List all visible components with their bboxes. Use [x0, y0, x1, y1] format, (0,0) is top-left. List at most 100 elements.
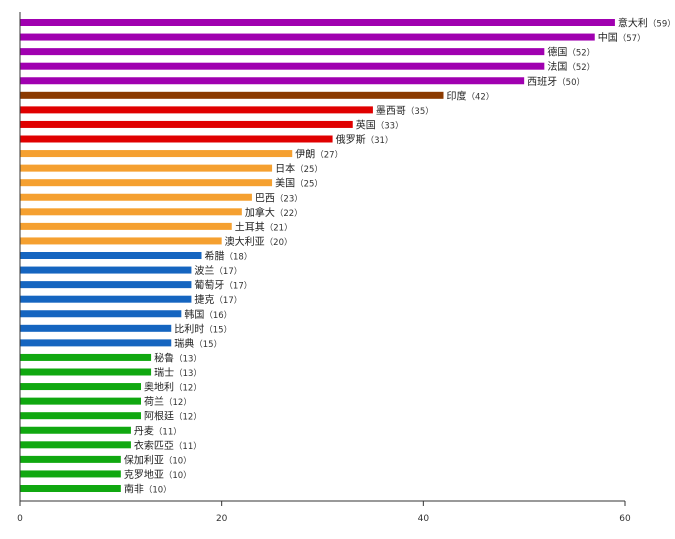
bar-name: 保加利亚 — [124, 453, 164, 466]
bar-label-13: 巴西（23） — [255, 192, 303, 204]
bar-name: 丹麦 — [134, 425, 154, 437]
bar-name: 秘鲁 — [154, 351, 174, 364]
bar-value: （31） — [366, 135, 394, 146]
bar-23 — [20, 339, 172, 347]
bar-value: （12） — [174, 412, 202, 423]
bar-label-19: 葡萄牙（17） — [194, 279, 252, 292]
bar-name: 奥地利 — [144, 381, 174, 394]
bar-1 — [20, 19, 615, 26]
labels-layer: 意大利（59）中国（57）德国（52）法国（52）西班牙（50）印度（42）墨西… — [124, 17, 675, 496]
bar-label-22: 比利时（15） — [174, 323, 232, 335]
bar-name: 阿根廷 — [144, 410, 174, 423]
bar-10 — [20, 150, 293, 158]
bar-2 — [20, 33, 595, 41]
bar-26 — [20, 383, 141, 391]
bar-label-7: 墨西哥（35） — [376, 105, 434, 117]
bar-label-28: 阿根廷（12） — [144, 410, 202, 423]
bar-33 — [20, 485, 121, 492]
bar-14 — [20, 208, 242, 216]
bar-label-26: 奥地利（12） — [144, 381, 202, 394]
bar-name: 加拿大 — [245, 206, 275, 219]
bar-name: 比利时 — [174, 323, 204, 335]
bar-value: （13） — [174, 368, 202, 379]
bar-value: （17） — [214, 266, 242, 277]
bar-31 — [20, 455, 121, 463]
x-tick-label-1: 0 — [17, 514, 23, 524]
bar-5 — [20, 77, 525, 85]
bar-9 — [20, 135, 333, 143]
bar-value: （17） — [214, 295, 242, 306]
bar-label-17: 希腊（18） — [205, 250, 253, 263]
bar-label-32: 克罗地亚（10） — [124, 468, 192, 481]
bar-value: （33） — [376, 120, 404, 131]
bar-15 — [20, 222, 232, 230]
axes-layer: 0 20 40 60 — [17, 12, 631, 524]
bar-label-3: 德国（52） — [547, 46, 595, 59]
bar-11 — [20, 164, 273, 172]
bar-value: （35） — [406, 106, 434, 117]
bar-value: （16） — [204, 310, 232, 321]
bar-name: 英国 — [356, 118, 376, 131]
bar-19 — [20, 281, 192, 289]
bar-name: 中国 — [598, 31, 618, 44]
bar-6 — [20, 91, 444, 99]
bar-24 — [20, 353, 152, 361]
bar-label-11: 日本（25） — [275, 162, 323, 175]
bar-name: 意大利 — [618, 17, 648, 30]
bar-name: 葡萄牙 — [194, 279, 224, 292]
bar-label-21: 韩国（16） — [184, 308, 232, 321]
bar-32 — [20, 470, 121, 478]
bar-label-20: 捷克（17） — [194, 293, 242, 306]
bar-7 — [20, 106, 373, 114]
bar-4 — [20, 62, 545, 70]
bar-label-27: 荷兰（12） — [144, 395, 192, 408]
bar-name: 瑞士 — [154, 366, 174, 379]
bar-name: 波兰 — [194, 264, 214, 277]
bar-25 — [20, 368, 152, 376]
bar-value: （17） — [224, 281, 252, 292]
bar-value: （20） — [265, 237, 293, 248]
bar-label-1: 意大利（59） — [618, 17, 675, 30]
bar-value: （25） — [295, 164, 323, 175]
bar-name: 俄罗斯 — [336, 133, 366, 146]
bar-value: （52） — [567, 48, 595, 59]
bar-29 — [20, 426, 131, 434]
bar-label-4: 法国（52） — [547, 60, 595, 73]
bar-8 — [20, 120, 353, 128]
bar-value: （42） — [467, 91, 495, 102]
x-tick-label-2: 20 — [216, 514, 228, 524]
bar-30 — [20, 441, 131, 449]
bar-21 — [20, 310, 182, 318]
bar-label-14: 加拿大（22） — [245, 206, 303, 219]
bar-value: （11） — [174, 441, 202, 452]
bar-name: 德国 — [547, 46, 567, 59]
bar-label-2: 中国（57） — [598, 31, 646, 44]
bar-value: （12） — [164, 397, 192, 408]
bar-16 — [20, 237, 222, 245]
bar-value: （10） — [164, 455, 192, 466]
bar-value: （22） — [275, 208, 303, 219]
bar-name: 土耳其 — [235, 220, 265, 233]
bars-layer — [20, 19, 615, 492]
bar-label-5: 西班牙（50） — [527, 76, 585, 88]
bar-name: 衣索匹亞 — [134, 439, 174, 452]
bar-value: （57） — [618, 33, 646, 44]
bar-label-31: 保加利亚（10） — [124, 453, 192, 466]
bar-name: 澳大利亚 — [225, 235, 265, 248]
bar-22 — [20, 324, 172, 332]
bar-label-9: 俄罗斯（31） — [336, 133, 394, 146]
bar-label-18: 波兰（17） — [194, 264, 242, 277]
bar-27 — [20, 397, 141, 405]
bar-name: 克罗地亚 — [124, 468, 164, 481]
bar-value: （18） — [225, 252, 253, 263]
bar-name: 南非 — [124, 483, 144, 496]
bar-name: 墨西哥 — [376, 105, 406, 117]
bar-value: （23） — [275, 193, 303, 204]
bar-label-12: 美国（25） — [275, 177, 323, 190]
bar-name: 印度 — [447, 89, 467, 102]
bar-label-25: 瑞士（13） — [154, 366, 202, 379]
bar-value: （21） — [265, 222, 293, 233]
bar-label-10: 伊朗（27） — [295, 149, 343, 161]
bar-value: （59） — [648, 19, 675, 30]
